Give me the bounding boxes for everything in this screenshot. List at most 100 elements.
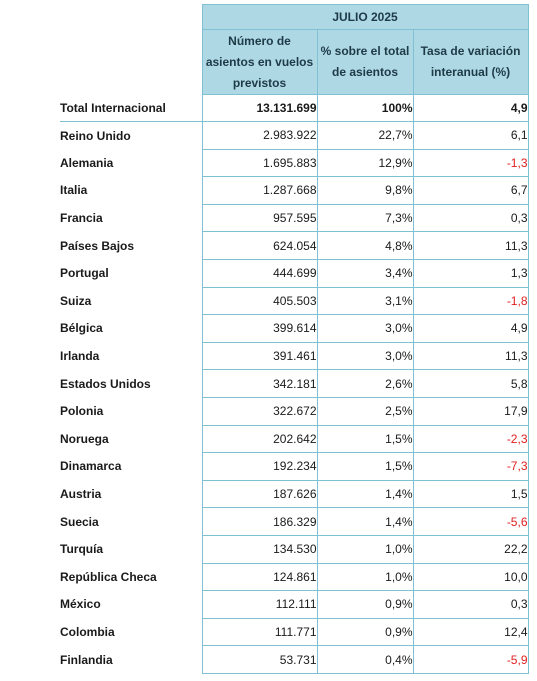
pct-value: 22,7% bbox=[316, 121, 414, 150]
seats-value: 1.695.883 bbox=[201, 149, 318, 178]
table-row: Reino Unido 2.983.922 22,7% 6,1 bbox=[60, 121, 529, 150]
table-row: Alemania 1.695.883 12,9% -1,3 bbox=[60, 149, 529, 178]
country-name: Colombia bbox=[60, 624, 115, 639]
country-name: Italia bbox=[60, 183, 88, 198]
pct-value: 3,4% bbox=[316, 259, 414, 288]
country-name: Alemania bbox=[60, 155, 114, 170]
table-row: Suecia 186.329 1,4% -5,6 bbox=[60, 507, 529, 536]
seats-value: 134.530 bbox=[201, 535, 318, 564]
variation-value: 11,3 bbox=[412, 342, 529, 371]
table-row: Austria 187.626 1,4% 1,5 bbox=[60, 480, 529, 509]
country-name: Suiza bbox=[60, 293, 92, 308]
seats-value: 202.642 bbox=[201, 425, 318, 454]
variation-value: -5,9 bbox=[412, 645, 529, 674]
pct-value: 1,4% bbox=[316, 480, 414, 509]
pct-value: 1,0% bbox=[316, 563, 414, 592]
variation-value: 1,3 bbox=[412, 259, 529, 288]
country-name: Finlandia bbox=[60, 652, 113, 667]
country-name: Irlanda bbox=[60, 349, 100, 364]
variation-value: 17,9 bbox=[412, 397, 529, 426]
title-spacer bbox=[60, 5, 202, 30]
seats-value: 187.626 bbox=[201, 480, 318, 509]
country-name: Estados Unidos bbox=[60, 376, 151, 391]
country-name: México bbox=[60, 597, 101, 612]
seats-table-body: JULIO 2025 Número de asientos en vuelos … bbox=[60, 4, 529, 674]
variation-value: 4,9 bbox=[412, 314, 529, 343]
table-row: República Checa 124.861 1,0% 10,0 bbox=[60, 563, 529, 592]
variation-value: 22,2 bbox=[412, 535, 529, 564]
country-name: Polonia bbox=[60, 404, 104, 419]
variation-value: 0,3 bbox=[412, 204, 529, 233]
seats-value: 124.861 bbox=[201, 563, 318, 592]
pct-value: 2,5% bbox=[316, 397, 414, 426]
country-name: Portugal bbox=[60, 266, 109, 281]
table-row: Bélgica 399.614 3,0% 4,9 bbox=[60, 314, 529, 343]
variation-value: 12,4 bbox=[412, 618, 529, 647]
seats-value: 111.771 bbox=[201, 618, 318, 647]
country-name: Austria bbox=[60, 487, 102, 502]
seats-value: 624.054 bbox=[201, 231, 318, 260]
variation-value: -5,6 bbox=[412, 507, 529, 536]
header-seats: Número de asientos en vuelos previstos bbox=[201, 29, 318, 95]
header-row: Número de asientos en vuelos previstos %… bbox=[60, 29, 529, 95]
title-row: JULIO 2025 bbox=[60, 4, 529, 30]
pct-value: 0,4% bbox=[316, 645, 414, 674]
variation-value: -1,8 bbox=[412, 287, 529, 316]
variation-value: 1,5 bbox=[412, 480, 529, 509]
seats-value: 186.329 bbox=[201, 507, 318, 536]
pct-value: 3,1% bbox=[316, 287, 414, 316]
table-row: Países Bajos 624.054 4,8% 11,3 bbox=[60, 231, 529, 260]
pct-value: 9,8% bbox=[316, 176, 414, 205]
total-variation: 4,9 bbox=[412, 94, 529, 122]
total-pct: 100% bbox=[316, 94, 414, 122]
header-pct: % sobre el total de asientos bbox=[316, 29, 414, 95]
country-name: República Checa bbox=[60, 569, 157, 584]
variation-value: 11,3 bbox=[412, 231, 529, 260]
seats-value: 2.983.922 bbox=[201, 121, 318, 150]
country-name: Suecia bbox=[60, 514, 99, 529]
table-row: Polonia 322.672 2,5% 17,9 bbox=[60, 397, 529, 426]
variation-value: -1,3 bbox=[412, 149, 529, 178]
table-row: Dinamarca 192.234 1,5% -7,3 bbox=[60, 452, 529, 481]
country-name: Reino Unido bbox=[60, 128, 131, 143]
table-row: Estados Unidos 342.181 2,6% 5,8 bbox=[60, 369, 529, 398]
table-row: Francia 957.595 7,3% 0,3 bbox=[60, 204, 529, 233]
country-name: Turquía bbox=[60, 542, 104, 557]
country-name: Noruega bbox=[60, 431, 109, 446]
pct-value: 1,5% bbox=[316, 425, 414, 454]
variation-value: 6,1 bbox=[412, 121, 529, 150]
pct-value: 3,0% bbox=[316, 314, 414, 343]
pct-value: 4,8% bbox=[316, 231, 414, 260]
pct-value: 3,0% bbox=[316, 342, 414, 371]
header-variation: Tasa de variación interanual (%) bbox=[412, 29, 529, 95]
variation-value: 5,8 bbox=[412, 369, 529, 398]
seats-value: 192.234 bbox=[201, 452, 318, 481]
table-row: Suiza 405.503 3,1% -1,8 bbox=[60, 287, 529, 316]
country-name: Países Bajos bbox=[60, 238, 135, 253]
seats-value: 53.731 bbox=[201, 645, 318, 674]
total-seats: 13.131.699 bbox=[201, 94, 318, 122]
table-row: Noruega 202.642 1,5% -2,3 bbox=[60, 425, 529, 454]
total-row: Total Internacional 13.131.699 100% 4,9 bbox=[60, 94, 529, 122]
seats-value: 112.111 bbox=[201, 590, 318, 619]
table-row: México 112.111 0,9% 0,3 bbox=[60, 590, 529, 619]
pct-value: 1,0% bbox=[316, 535, 414, 564]
seats-value: 342.181 bbox=[201, 369, 318, 398]
table-row: Finlandia 53.731 0,4% -5,9 bbox=[60, 645, 529, 674]
total-label: Total Internacional bbox=[60, 94, 202, 122]
variation-value: -7,3 bbox=[412, 452, 529, 481]
table-row: Turquía 134.530 1,0% 22,2 bbox=[60, 535, 529, 564]
seats-value: 957.595 bbox=[201, 204, 318, 233]
seats-value: 444.699 bbox=[201, 259, 318, 288]
variation-value: 10,0 bbox=[412, 563, 529, 592]
variation-value: -2,3 bbox=[412, 425, 529, 454]
table-title: JULIO 2025 bbox=[201, 4, 529, 30]
pct-value: 0,9% bbox=[316, 590, 414, 619]
table-row: Italia 1.287.668 9,8% 6,7 bbox=[60, 176, 529, 205]
country-name: Bélgica bbox=[60, 321, 103, 336]
table-row: Irlanda 391.461 3,0% 11,3 bbox=[60, 342, 529, 371]
pct-value: 12,9% bbox=[316, 149, 414, 178]
header-spacer bbox=[60, 30, 202, 95]
variation-value: 0,3 bbox=[412, 590, 529, 619]
country-name: Dinamarca bbox=[60, 459, 122, 474]
